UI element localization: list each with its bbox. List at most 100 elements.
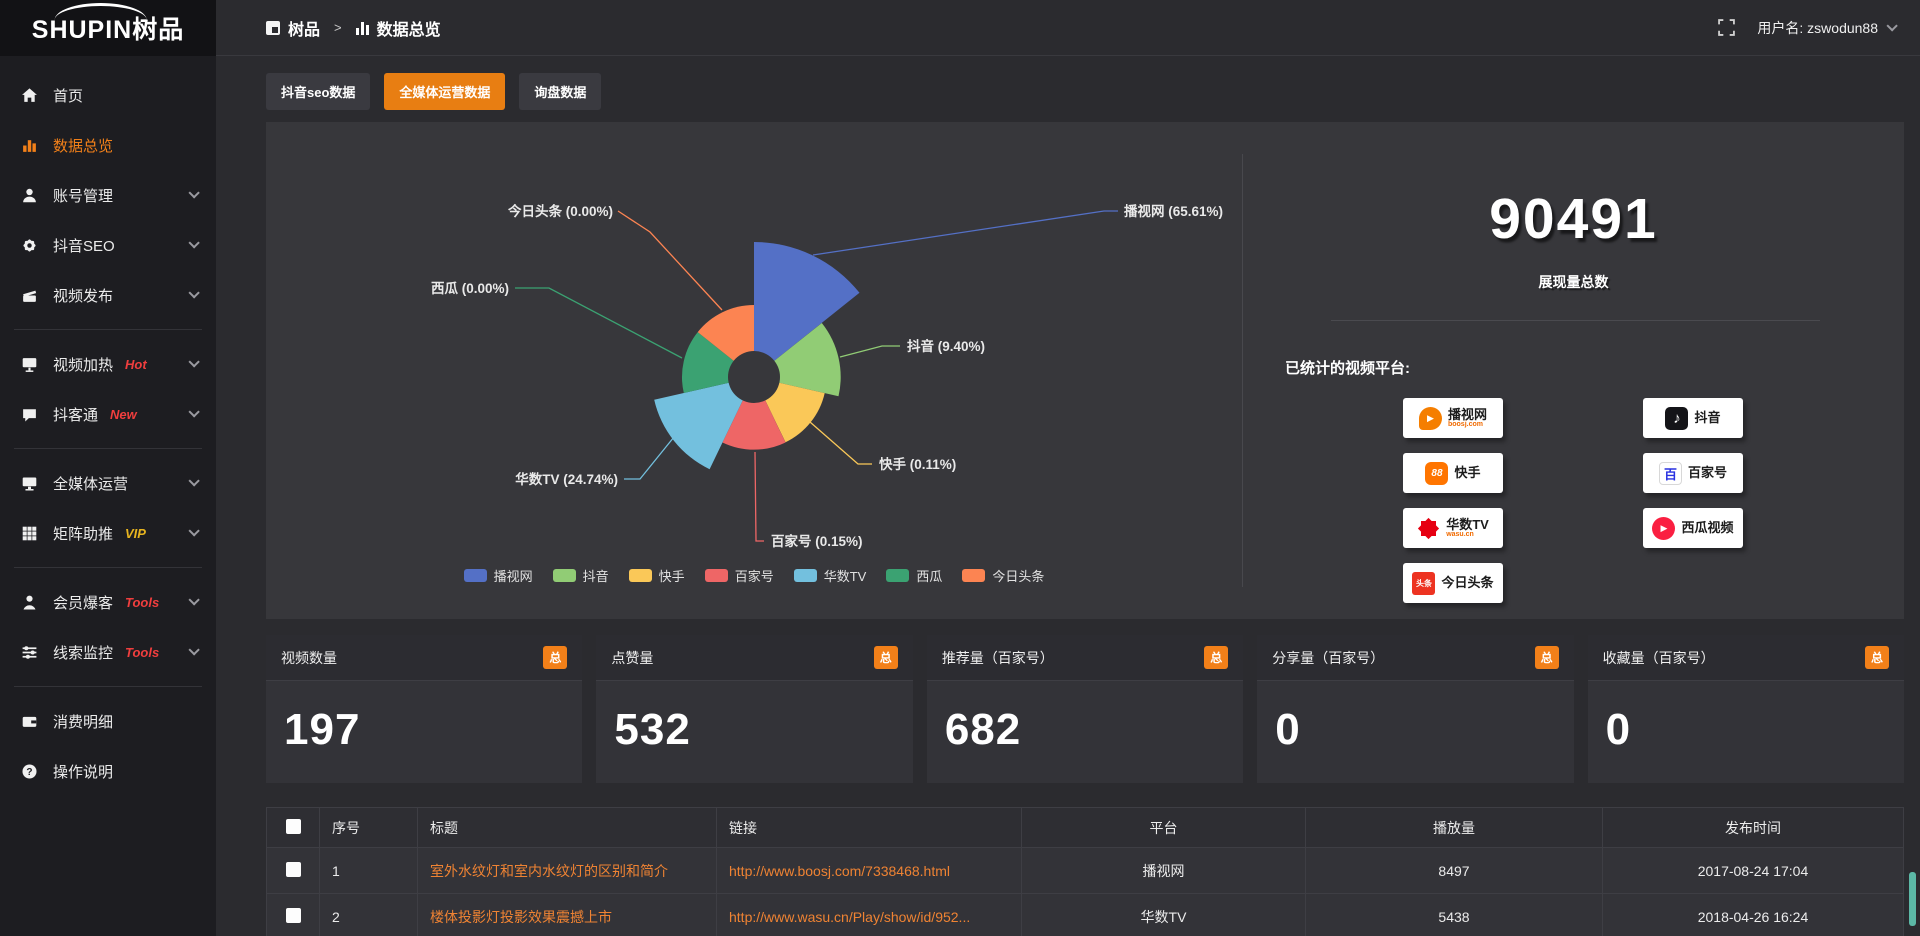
- platform-sub: boosj.com: [1447, 421, 1483, 429]
- chevron-down-icon: [1886, 19, 1898, 32]
- pie-slice-百家号[interactable]: [722, 377, 786, 450]
- tab-询盘数据[interactable]: 询盘数据: [519, 73, 602, 110]
- breadcrumb-root[interactable]: 树品: [288, 21, 321, 39]
- platform-sub: wasu.cn: [1446, 531, 1474, 539]
- chevron-down-icon: [188, 356, 200, 368]
- pie-label-百家号: 百家号 (0.15%): [771, 533, 863, 549]
- tab-bar: 抖音seo数据 全媒体运营数据 询盘数据: [266, 73, 1904, 110]
- select-all-checkbox[interactable]: [285, 818, 301, 834]
- card-label: 视频数量: [281, 649, 337, 666]
- breadcrumb-page[interactable]: 数据总览: [376, 21, 441, 39]
- platform-badge-华数TV[interactable]: 华数TV wasu.cn: [1403, 508, 1503, 548]
- nav-badge: New: [110, 406, 137, 422]
- user-menu[interactable]: 用户名: zswodun88: [1757, 18, 1898, 38]
- tab-抖音seo数据[interactable]: 抖音seo数据: [266, 73, 371, 110]
- sidebar-item-chart[interactable]: 数据总览: [0, 120, 216, 170]
- platform-name: 今日头条: [1441, 575, 1494, 591]
- video-title-link[interactable]: 楼体投影灯投影效果震撼上市: [430, 908, 612, 925]
- legend-label: 快手: [658, 569, 685, 584]
- label-line-华数TV: [624, 436, 675, 480]
- platform-badge-快手[interactable]: 88 快手: [1403, 453, 1503, 493]
- fullscreen-icon[interactable]: [1718, 19, 1736, 36]
- cell-time: 2018-04-26 16:24: [1602, 893, 1904, 936]
- chat-icon: [20, 406, 39, 423]
- sidebar-item-chat[interactable]: 抖客通 New: [0, 389, 216, 439]
- pie-chart-svg[interactable]: 播视网 (65.61%) 抖音 (9.40%) 快手 (0.11%) 百家号 (0.1…: [266, 122, 1242, 619]
- label-line-抖音: [839, 345, 900, 358]
- total-badge[interactable]: 总: [873, 646, 898, 669]
- sidebar-item-label: 线索监控: [53, 644, 114, 662]
- total-badge[interactable]: 总: [1204, 646, 1229, 669]
- total-badge[interactable]: 总: [1865, 646, 1890, 669]
- nav-divider: [14, 329, 202, 330]
- sidebar-item-grid[interactable]: 矩阵助推 VIP: [0, 508, 216, 558]
- legend-label: 今日头条: [992, 569, 1045, 584]
- legend-item-抖音[interactable]: 抖音: [552, 566, 609, 585]
- legend-item-百家号[interactable]: 百家号: [704, 566, 774, 585]
- sidebar-item-user[interactable]: 账号管理: [0, 170, 216, 220]
- total-badge[interactable]: 总: [543, 646, 568, 669]
- sidebar-item-publish[interactable]: 视频发布: [0, 270, 216, 320]
- row-checkbox[interactable]: [285, 907, 301, 923]
- chevron-down-icon: [188, 287, 200, 299]
- nav-badge: Tools: [125, 594, 160, 610]
- sliders-icon: [20, 644, 39, 661]
- platform-badge-播视网[interactable]: ▶ 播视网 boosj.com: [1403, 398, 1503, 438]
- nav-divider: [14, 448, 202, 449]
- sidebar-item-gear[interactable]: 抖音SEO: [0, 220, 216, 270]
- total-impressions-label: 展现量总数: [1538, 274, 1609, 290]
- platform-badge-今日头条[interactable]: 头条 今日头条: [1403, 563, 1503, 603]
- kuaishou-icon: 88: [1425, 461, 1449, 485]
- sidebar-item-wallet[interactable]: 消费明细: [0, 696, 216, 746]
- sidebar-item-member[interactable]: 会员爆客 Tools: [0, 577, 216, 627]
- pie-slice-播视网[interactable]: [754, 242, 860, 377]
- sidebar-item-monitor[interactable]: 全媒体运营: [0, 458, 216, 508]
- platform-badge-抖音[interactable]: ♪ 抖音: [1643, 398, 1743, 438]
- platform-badge-百家号[interactable]: 百百家号: [1643, 453, 1743, 493]
- platforms-title: 已统计的视频平台:: [1285, 360, 1410, 377]
- content: 抖音seo数据 全媒体运营数据 询盘数据 播视网 (65.61%) 抖音 (9.40%…: [216, 56, 1920, 936]
- tab-全媒体运营数据[interactable]: 全媒体运营数据: [384, 73, 506, 110]
- sidebar-item-label: 会员爆客: [53, 594, 114, 612]
- chevron-down-icon: [188, 475, 200, 487]
- grid-icon: [20, 525, 39, 542]
- sidebar-item-label: 消费明细: [53, 713, 114, 731]
- baijiahao-icon: 百: [1658, 461, 1682, 485]
- chevron-down-icon: [188, 187, 200, 199]
- sidebar-item-question[interactable]: ? 操作说明: [0, 746, 216, 796]
- sidebar-item-home[interactable]: 首页: [0, 70, 216, 120]
- chevron-down-icon: [188, 594, 200, 606]
- legend-item-播视网[interactable]: 播视网: [463, 566, 533, 585]
- legend-item-华数TV[interactable]: 华数TV: [793, 566, 866, 585]
- legend-item-快手[interactable]: 快手: [628, 566, 685, 585]
- column-header-播放量: 播放量: [1305, 807, 1603, 848]
- pie-label-华数TV: 华数TV (24.74%): [515, 471, 618, 487]
- video-title-link[interactable]: 室外水纹灯和室内水纹灯的区别和简介: [430, 862, 668, 879]
- sidebar-item-screen[interactable]: 视频加热 Hot: [0, 339, 216, 389]
- platform-name: 快手: [1454, 465, 1481, 481]
- nav-divider: [14, 567, 202, 568]
- sidebar-item-sliders[interactable]: 线索监控 Tools: [0, 627, 216, 677]
- sidebar-item-label: 矩阵助推: [53, 525, 114, 543]
- sidebar-item-label: 操作说明: [53, 763, 114, 781]
- video-url-link[interactable]: http://www.wasu.cn/Play/show/id/952...: [729, 908, 971, 925]
- boosj-icon: ▶: [1418, 406, 1442, 430]
- cell-no: 1: [319, 847, 418, 894]
- scrollbar-thumb[interactable]: [1909, 872, 1916, 926]
- chevron-down-icon: [188, 237, 200, 249]
- monitor-icon: [20, 475, 39, 492]
- sidebar-item-label: 视频发布: [53, 287, 114, 305]
- total-badge[interactable]: 总: [1534, 646, 1559, 669]
- row-checkbox[interactable]: [285, 861, 301, 877]
- card-value: 0: [1605, 705, 1632, 754]
- platform-badge-西瓜视频[interactable]: ▶ 西瓜视频: [1643, 508, 1743, 548]
- video-url-link[interactable]: http://www.boosj.com/7338468.html: [729, 862, 951, 879]
- bar-chart-icon: [355, 21, 369, 35]
- pie-slice-华数TV[interactable]: [654, 377, 754, 470]
- summary-panel: 90491 展现量总数 已统计的视频平台: ▶ 播视网 boosj.com ♪ 抖音 88…: [1243, 122, 1904, 619]
- card-value: 0: [1275, 705, 1301, 754]
- legend-item-今日头条[interactable]: 今日头条: [962, 566, 1044, 585]
- platform-name: 百家号: [1687, 465, 1727, 481]
- legend-item-西瓜[interactable]: 西瓜: [886, 566, 942, 585]
- legend-label: 西瓜: [916, 569, 943, 584]
